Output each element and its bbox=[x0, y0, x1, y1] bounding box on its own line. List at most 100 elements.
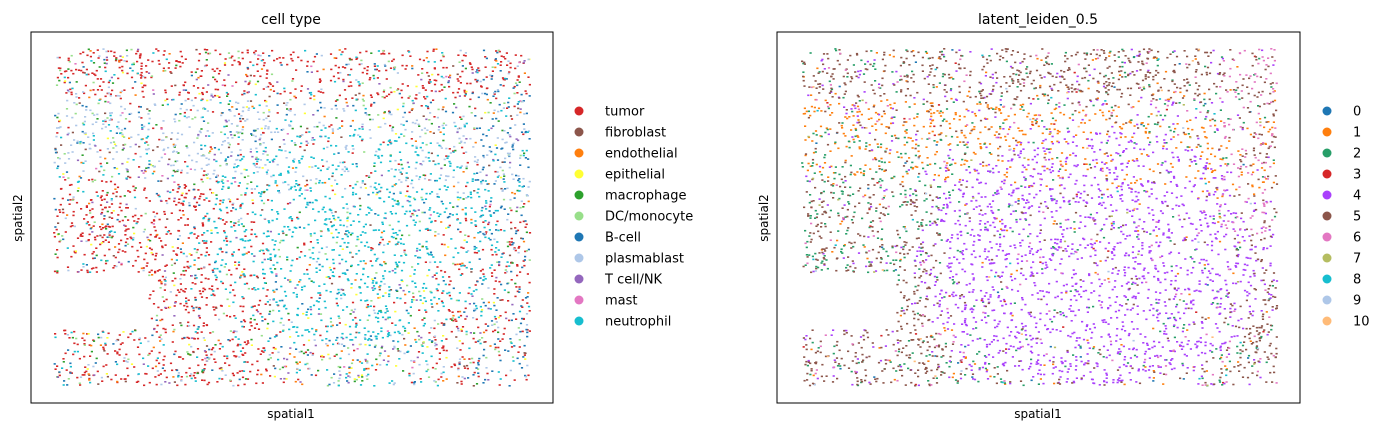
point bbox=[165, 58, 168, 61]
point bbox=[249, 61, 252, 63]
point bbox=[189, 232, 192, 235]
point bbox=[174, 350, 177, 353]
point bbox=[270, 175, 273, 178]
point bbox=[70, 144, 73, 146]
point bbox=[123, 108, 126, 110]
point bbox=[266, 159, 269, 161]
point bbox=[369, 224, 372, 226]
point bbox=[484, 323, 487, 325]
point bbox=[242, 305, 245, 308]
point bbox=[139, 342, 142, 344]
point bbox=[113, 183, 117, 186]
point bbox=[327, 353, 330, 356]
point bbox=[353, 380, 356, 383]
point bbox=[78, 175, 81, 178]
point bbox=[306, 65, 309, 67]
point bbox=[445, 338, 448, 340]
point bbox=[441, 54, 445, 57]
point bbox=[430, 152, 433, 155]
point bbox=[433, 296, 436, 299]
point bbox=[405, 309, 408, 312]
point bbox=[87, 373, 90, 375]
point bbox=[237, 50, 240, 53]
point bbox=[306, 183, 309, 186]
point bbox=[193, 196, 197, 198]
point bbox=[201, 223, 205, 226]
point bbox=[368, 344, 371, 347]
point bbox=[340, 288, 343, 291]
point bbox=[323, 300, 326, 303]
point bbox=[370, 96, 373, 98]
point bbox=[89, 89, 92, 92]
point bbox=[315, 53, 318, 55]
point bbox=[406, 284, 409, 287]
point bbox=[164, 265, 167, 267]
point bbox=[54, 368, 57, 370]
point bbox=[62, 384, 65, 386]
point bbox=[224, 58, 227, 60]
point bbox=[367, 193, 370, 196]
point bbox=[448, 283, 451, 286]
point bbox=[512, 87, 515, 89]
point bbox=[108, 234, 111, 236]
point bbox=[155, 192, 158, 195]
point bbox=[79, 376, 83, 378]
point bbox=[468, 358, 471, 360]
point bbox=[67, 132, 70, 135]
point bbox=[388, 139, 391, 141]
point bbox=[475, 318, 478, 321]
point bbox=[1263, 126, 1266, 129]
point bbox=[343, 89, 347, 91]
point bbox=[195, 237, 198, 239]
point bbox=[219, 342, 222, 345]
point bbox=[116, 380, 119, 383]
point bbox=[517, 351, 520, 353]
point bbox=[85, 73, 88, 76]
point bbox=[194, 71, 197, 74]
point bbox=[457, 228, 460, 231]
point bbox=[464, 213, 467, 216]
point bbox=[481, 168, 484, 171]
point bbox=[252, 260, 255, 263]
point bbox=[489, 215, 493, 217]
point bbox=[959, 141, 962, 143]
point bbox=[509, 66, 512, 69]
point bbox=[430, 291, 433, 294]
point bbox=[1060, 152, 1064, 154]
point bbox=[255, 166, 258, 168]
point bbox=[1140, 153, 1143, 155]
point bbox=[99, 344, 102, 346]
point bbox=[76, 350, 79, 353]
point bbox=[306, 142, 310, 144]
point bbox=[137, 271, 140, 273]
point bbox=[496, 297, 499, 299]
point bbox=[219, 209, 223, 212]
point bbox=[409, 196, 412, 198]
point bbox=[262, 132, 265, 134]
point bbox=[362, 104, 365, 107]
point bbox=[260, 373, 263, 376]
point bbox=[112, 141, 116, 143]
point bbox=[376, 293, 379, 295]
point bbox=[428, 160, 431, 162]
point bbox=[229, 110, 232, 112]
point bbox=[134, 214, 137, 217]
point bbox=[212, 207, 215, 210]
point bbox=[311, 327, 314, 330]
point bbox=[1214, 169, 1217, 172]
point bbox=[208, 287, 211, 290]
point bbox=[154, 236, 157, 238]
point bbox=[443, 185, 446, 187]
point bbox=[481, 337, 484, 339]
point bbox=[407, 350, 410, 353]
point bbox=[516, 84, 519, 87]
point bbox=[200, 155, 203, 157]
point bbox=[474, 220, 477, 222]
point bbox=[304, 49, 307, 52]
point bbox=[170, 264, 174, 266]
point bbox=[465, 315, 468, 318]
point bbox=[306, 273, 309, 275]
point bbox=[337, 165, 340, 167]
point bbox=[134, 94, 137, 96]
point bbox=[489, 74, 492, 77]
